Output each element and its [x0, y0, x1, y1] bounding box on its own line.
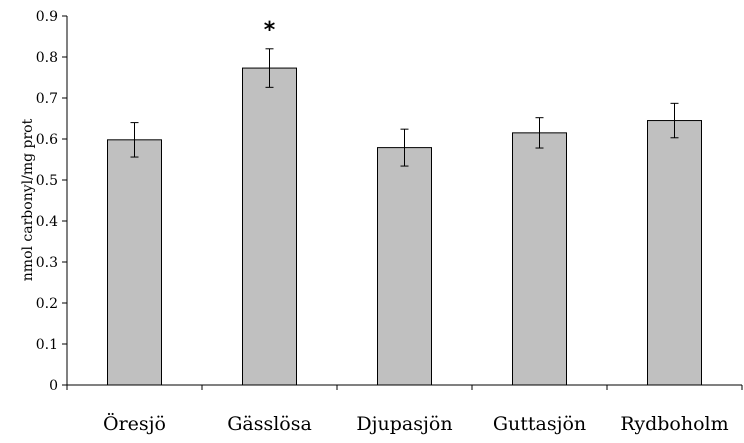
y-tick-label: 0.2	[36, 296, 58, 312]
significance-marker: *	[264, 18, 276, 43]
x-tick-label: Rydboholm	[620, 413, 728, 435]
y-axis-label: nmol carbonyl/mg prot	[20, 118, 36, 281]
y-tick-label: 0.1	[36, 337, 58, 353]
x-tick-label: Djupasjön	[356, 413, 452, 435]
x-axis: Öresjö Gässlösa Djupasjön Guttasjön Rydbohol…	[66, 384, 743, 435]
bar	[512, 132, 567, 386]
x-tick-label: Gässlösa	[227, 413, 312, 435]
y-tick-label: 0.3	[36, 255, 58, 271]
bars	[107, 48, 702, 386]
y-tick-label: 0.8	[36, 50, 58, 66]
y-tick-label: 0.4	[36, 214, 58, 230]
bar	[377, 147, 432, 386]
bar	[242, 67, 297, 386]
annotations: *	[264, 18, 276, 43]
y-tick-label: 0.9	[36, 9, 58, 25]
bar	[107, 139, 162, 386]
y-tick-label: 0.5	[36, 173, 58, 189]
x-tick-label: Öresjö	[103, 412, 166, 435]
y-tick-label: 0.7	[36, 91, 58, 107]
y-tick-label: 0	[49, 378, 58, 394]
y-axis: 0 0.1 0.2 0.3 0.4 0.5 0.6 0.7 0.8 0.9	[36, 9, 68, 394]
bar	[647, 120, 702, 386]
y-tick-label: 0.6	[36, 132, 58, 148]
x-tick-label: Guttasjön	[493, 413, 586, 435]
